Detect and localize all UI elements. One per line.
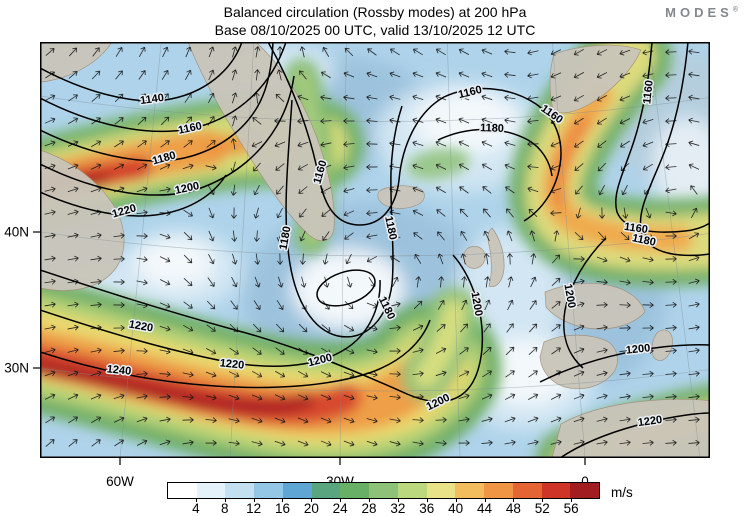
colorbar-tickmark [484,499,486,502]
svg-text:1200: 1200 [561,283,577,309]
colorbar-tick-label: 36 [419,501,435,516]
contour-label: 1220 [218,356,247,373]
graticule [40,42,710,458]
svg-text:1200: 1200 [625,342,651,356]
svg-text:1240: 1240 [106,363,132,377]
modes-logo: MODES® [665,5,738,20]
colorbar-segment [340,483,370,498]
colorbar-ticks: 4 8 12 16 20 24 28 32 36 40 44 48 52 56 [167,499,600,516]
svg-text:1220: 1220 [128,318,154,334]
colorbar-tick-label: 16 [274,501,290,516]
svg-text:1160: 1160 [641,80,655,105]
contour-label: 1200 [467,289,486,318]
weather-map: 1140 1160 1180 1200 1220 1220 1240 1220 1200 1200… [4,42,710,489]
colorbar-tick-label: 24 [332,501,348,516]
colorbar-tickmark [253,499,255,502]
contour-label: 1180 [276,224,295,253]
colorbar-segment [168,483,197,498]
colorbar-unit: m/s [611,485,633,500]
colorbar-tick-label: 4 [192,501,200,516]
colorbar-tick-label: 12 [246,501,262,516]
colorbar-tickmark [397,499,399,502]
colorbar-segment [369,483,398,498]
svg-text:1160: 1160 [457,84,483,101]
colorbar-tickmark [571,499,573,502]
colorbar [167,482,600,499]
colorbar-tickmark [542,499,544,502]
contour-label: 1160 [640,78,657,106]
colorbar-tick-label: 32 [390,501,406,516]
svg-text:1220: 1220 [219,357,245,371]
contour-label: 1220 [126,317,155,336]
colorbar-segment [282,483,312,498]
colorbar-segment [455,483,485,498]
wind-speed-shading: 1140 1160 1180 1200 1220 1220 1240 1220 1200 1200… [40,42,710,458]
svg-text:1180: 1180 [480,122,504,135]
contour-label: 1200 [624,341,653,358]
contour-label: 1240 [105,362,134,379]
colorbar-segment [397,483,427,498]
colorbar-tick-label: 28 [361,501,377,516]
contour-label: 1160 [456,82,485,102]
colorbar-segment [570,483,600,498]
colorbar-segment [541,483,571,498]
colorbar-segment [225,483,255,498]
contour-lines [40,42,710,458]
colorbar-tickmark [195,499,197,502]
svg-text:1160: 1160 [623,221,648,236]
colorbar-segment [426,483,456,498]
colorbar-tickmark [311,499,313,502]
title-line-1: Balanced circulation (Rossby modes) at 2… [223,4,527,20]
colorbar-segment [311,483,341,498]
colorbar-tickmark [340,499,342,502]
colorbar-tickmark [455,499,457,502]
contour-label: 1200 [305,350,335,371]
colorbar-tick-label: 52 [534,501,550,516]
colorbar-segment [254,483,283,498]
contour-label: 1200 [560,281,579,310]
colorbar-tick-label: 44 [477,501,493,516]
title-line-2: Base 08/10/2025 00 UTC, valid 13/10/2025… [214,22,536,38]
chart-title-block: Balanced circulation (Rossby modes) at 2… [0,3,750,39]
lon-tick-label: 60W [106,474,134,489]
svg-text:1220: 1220 [637,414,663,429]
colorbar-tickmark [224,499,226,502]
contour-label: 1220 [636,412,665,430]
colorbar-tickmark [513,499,515,502]
svg-text:1200: 1200 [307,352,334,370]
colorbar-tickmark [282,499,284,502]
colorbar-tick-label: 48 [505,501,521,516]
colorbar-tickmark [369,499,371,502]
contour-label: 1160 [622,219,650,237]
svg-text:1140: 1140 [139,92,164,107]
colorbar-segment [196,483,226,498]
colorbar-tick-label: 40 [448,501,464,516]
colorbar-tick-label: 20 [303,501,319,516]
colorbar-tickmark [426,499,428,502]
modes-logo-text: MODES [665,5,733,20]
lon-tick-label: 0 [581,474,589,489]
colorbar-segment [512,483,542,498]
map-frame [40,42,710,458]
colorbar-segment [484,483,513,498]
contour-label: 1180 [478,121,505,137]
svg-text:1200: 1200 [468,291,484,317]
svg-text:1180: 1180 [278,225,294,251]
lat-tick-label: 40N [4,225,29,240]
colorbar-tick-label: 56 [563,501,579,516]
registered-mark: ® [732,6,738,14]
contour-label: 1140 [138,90,166,108]
lat-tick-label: 30N [4,361,29,376]
colorbar-tick-label: 8 [220,501,229,516]
